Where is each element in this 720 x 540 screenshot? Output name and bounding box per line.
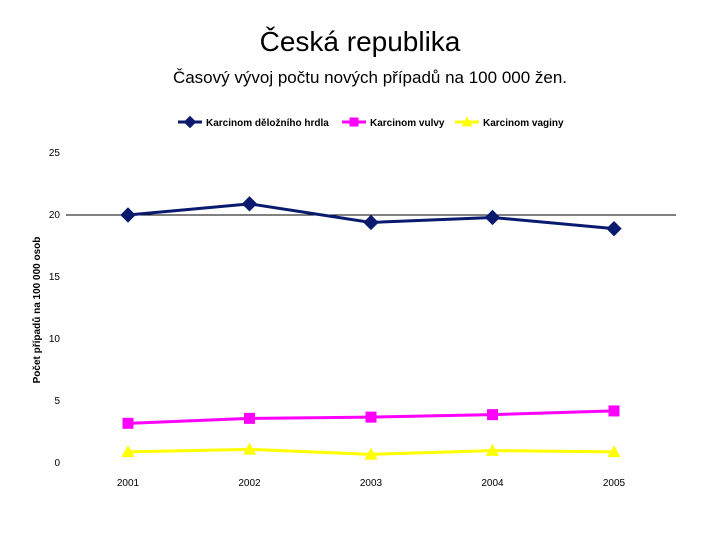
- legend-marker: [183, 115, 197, 129]
- series-group: [120, 196, 622, 460]
- y-tick-label: 10: [49, 334, 61, 345]
- page-title: Česká republika: [259, 26, 461, 57]
- legend-item: Karcinom vaginy: [455, 116, 564, 129]
- series-1: [120, 196, 622, 237]
- y-axis-ticks: 0 5 10 15 20 25: [49, 148, 61, 469]
- legend-label: Karcinom děložního hrdla: [206, 118, 329, 129]
- series-3: [121, 442, 621, 460]
- chart-subtitle: Časový vývoj počtu nových případů na 100…: [172, 68, 568, 87]
- y-tick-label: 15: [49, 272, 61, 283]
- data-point: [365, 411, 377, 423]
- legend-label: Karcinom vaginy: [483, 118, 564, 129]
- y-tick-label: 0: [54, 458, 60, 469]
- data-point: [363, 214, 379, 231]
- series-2: [122, 405, 620, 429]
- y-tick-label: 5: [54, 396, 60, 407]
- legend-marker: [461, 116, 473, 127]
- data-point: [364, 447, 378, 460]
- legend-item: Karcinom děložního hrdla: [178, 115, 329, 129]
- x-tick-label: 2003: [360, 478, 383, 489]
- data-point: [122, 417, 134, 429]
- x-tick-label: 2001: [117, 478, 140, 489]
- data-point: [241, 196, 258, 212]
- y-tick-label: 20: [49, 210, 61, 221]
- legend-marker: [349, 117, 359, 127]
- data-point: [485, 444, 500, 456]
- y-axis-label: Počet případů na 100 000 osob: [31, 237, 43, 384]
- x-axis-ticks: 2001 2002 2003 2004 2005: [117, 478, 626, 489]
- legend-label: Karcinom vulvy: [370, 118, 445, 129]
- data-point: [607, 445, 621, 458]
- data-point: [608, 405, 620, 417]
- chart-legend: Karcinom děložního hrdla Karcinom vulvy Ka…: [178, 115, 564, 129]
- y-tick-label: 25: [49, 148, 61, 159]
- legend-item: Karcinom vulvy: [342, 117, 445, 129]
- x-tick-label: 2004: [481, 478, 504, 489]
- data-point: [244, 412, 255, 424]
- x-tick-label: 2005: [603, 478, 626, 489]
- data-point: [487, 409, 498, 421]
- data-point: [121, 445, 135, 458]
- data-point: [242, 442, 257, 455]
- data-point: [120, 207, 136, 223]
- data-point: [606, 220, 622, 237]
- data-point: [484, 209, 501, 226]
- x-tick-label: 2002: [238, 478, 261, 489]
